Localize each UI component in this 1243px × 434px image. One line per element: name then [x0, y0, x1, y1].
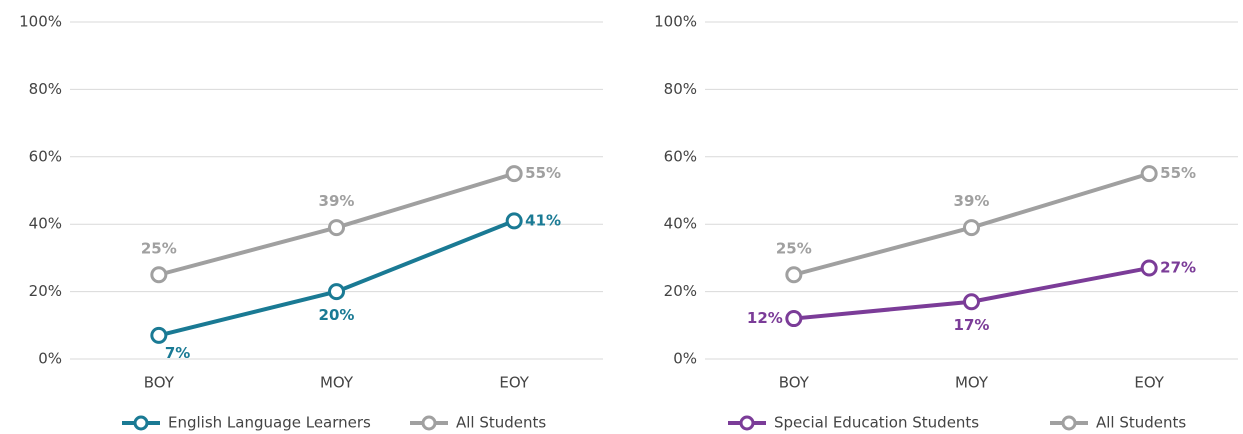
value-label: 12% — [747, 309, 783, 327]
y-tick-label: 40% — [29, 215, 62, 233]
y-tick-label: 60% — [29, 147, 62, 165]
y-tick-label: 40% — [664, 215, 697, 233]
value-label: 55% — [1160, 164, 1196, 182]
value-label: 25% — [141, 239, 177, 257]
x-tick-label: BOY — [144, 374, 175, 392]
value-label: 20% — [319, 306, 355, 324]
legend-marker — [133, 415, 149, 431]
y-tick-label: 80% — [29, 80, 62, 98]
y-tick-label: 20% — [664, 282, 697, 300]
y-tick-label: 60% — [664, 147, 697, 165]
y-tick-label: 80% — [664, 80, 697, 98]
legend-label: All Students — [456, 414, 546, 432]
x-tick-label: MOY — [320, 374, 354, 392]
point — [150, 266, 168, 284]
value-label: 27% — [1160, 259, 1196, 277]
legend-marker — [739, 415, 755, 431]
x-tick-label: MOY — [955, 374, 989, 392]
y-tick-label: 0% — [673, 350, 697, 368]
point — [150, 326, 168, 344]
value-label: 41% — [525, 211, 561, 229]
value-label: 55% — [525, 164, 561, 182]
y-tick-label: 20% — [29, 282, 62, 300]
point — [505, 212, 523, 230]
point — [963, 293, 980, 311]
legend-label: All Students — [1096, 414, 1186, 432]
point — [1140, 259, 1158, 277]
point — [785, 266, 803, 284]
point — [785, 310, 803, 328]
value-label: 17% — [954, 316, 990, 334]
x-tick-label: BOY — [779, 374, 810, 392]
point — [963, 219, 980, 237]
value-label: 39% — [954, 192, 990, 210]
value-label: 7% — [165, 344, 190, 362]
point — [328, 219, 345, 237]
legend-label: English Language Learners — [168, 414, 371, 432]
value-label: 25% — [776, 239, 812, 257]
point — [1140, 165, 1158, 183]
legend-label: Special Education Students — [774, 414, 979, 432]
value-label: 39% — [319, 192, 355, 210]
y-tick-label: 0% — [38, 350, 62, 368]
y-tick-label: 100% — [19, 13, 62, 31]
legend-marker — [421, 415, 437, 431]
x-tick-label: EOY — [499, 374, 529, 392]
x-tick-label: EOY — [1134, 374, 1164, 392]
legend-marker — [1061, 415, 1077, 431]
y-tick-label: 100% — [654, 13, 697, 31]
point — [505, 165, 523, 183]
point — [328, 283, 345, 301]
